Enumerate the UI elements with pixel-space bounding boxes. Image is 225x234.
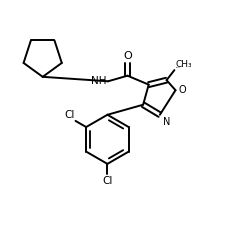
Text: Cl: Cl (102, 176, 112, 186)
Text: CH₃: CH₃ (175, 60, 191, 69)
Text: Cl: Cl (64, 110, 74, 120)
Text: NH: NH (90, 76, 106, 86)
Text: N: N (162, 117, 169, 127)
Text: O: O (178, 85, 186, 95)
Text: O: O (123, 51, 131, 61)
Text: methyl: methyl (176, 67, 180, 68)
